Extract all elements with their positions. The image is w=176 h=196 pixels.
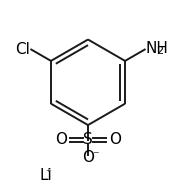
Text: S: S — [83, 132, 93, 147]
Text: O: O — [55, 132, 67, 147]
Text: O: O — [109, 132, 121, 147]
Text: Cl: Cl — [15, 42, 30, 57]
Text: ⁺: ⁺ — [46, 168, 52, 178]
Text: O: O — [82, 150, 94, 165]
Text: Li: Li — [39, 168, 52, 183]
Text: 2: 2 — [156, 46, 163, 56]
Text: ⁻: ⁻ — [92, 149, 98, 162]
Text: NH: NH — [146, 41, 168, 56]
